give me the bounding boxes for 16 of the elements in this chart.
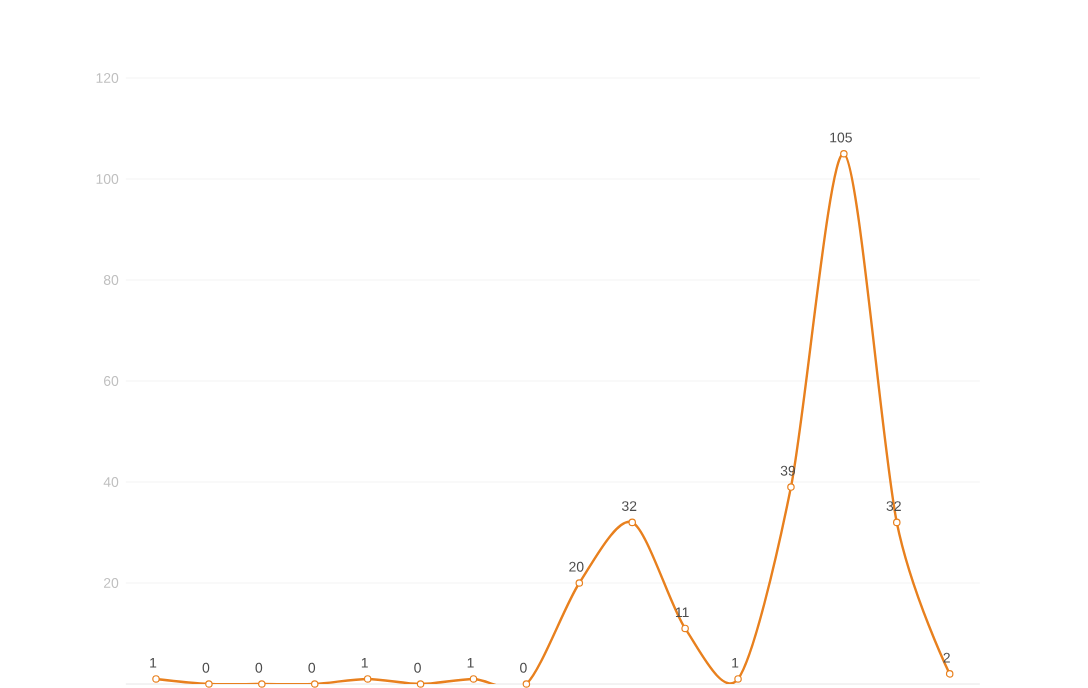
point bbox=[310, 680, 319, 688]
point bbox=[469, 675, 478, 683]
point bbox=[575, 579, 584, 587]
point bbox=[734, 675, 742, 683]
point bbox=[945, 670, 954, 678]
point bbox=[522, 680, 531, 688]
point bbox=[681, 624, 689, 633]
point bbox=[258, 680, 266, 688]
point bbox=[416, 680, 425, 688]
point bbox=[205, 680, 213, 688]
point bbox=[840, 149, 848, 158]
point bbox=[628, 518, 637, 527]
point bbox=[787, 483, 795, 491]
point bbox=[363, 675, 372, 683]
point bbox=[892, 518, 901, 527]
point bbox=[152, 675, 160, 683]
